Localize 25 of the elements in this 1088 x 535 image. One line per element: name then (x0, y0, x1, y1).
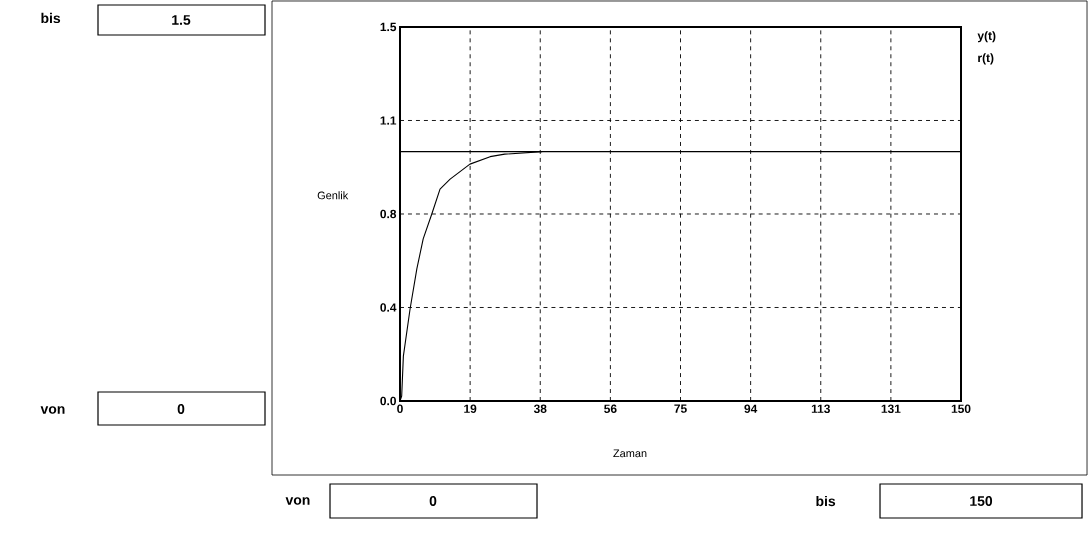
text: bis (816, 495, 836, 507)
x-tick-label: 131 (881, 404, 901, 414)
x-tick-label: 0 (397, 404, 403, 413)
text: r(t) (978, 53, 994, 65)
y-tick-label: 1.1 (380, 116, 397, 125)
y-tick-label: 0.8 (380, 209, 397, 219)
x-tick-label: 150 (951, 404, 971, 413)
text: 1.5 (172, 15, 191, 25)
y-tick-label: 1.5 (380, 22, 397, 32)
x-tick-label: 94 (744, 404, 758, 413)
x-tick-label: 56 (604, 404, 617, 413)
x-tick-label: 75 (674, 404, 687, 413)
text: von (285, 497, 310, 505)
x-tick-label: 113 (811, 404, 830, 414)
text: y(t) (977, 31, 996, 43)
text: bis (41, 12, 61, 24)
y-axis-title: Genlik (317, 191, 349, 200)
text: von (40, 406, 65, 414)
y-tick-label: 0.0 (380, 396, 396, 406)
x-axis-title: Zaman (613, 449, 647, 458)
x-tick-label: 19 (464, 404, 477, 413)
text: 0 (429, 496, 437, 506)
x-tick-label: 38 (533, 404, 547, 414)
y-tick-label: 0.4 (380, 303, 397, 312)
text: 150 (970, 496, 993, 506)
